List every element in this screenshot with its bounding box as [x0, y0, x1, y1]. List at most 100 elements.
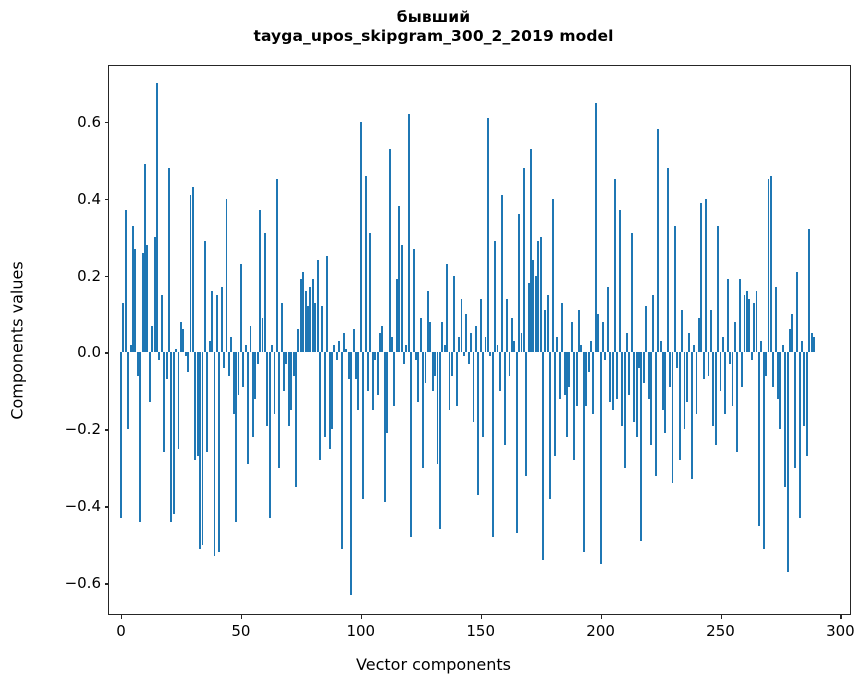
bar	[494, 240, 497, 353]
bar	[144, 164, 146, 353]
bar	[539, 237, 542, 353]
bar	[537, 240, 540, 353]
bar	[395, 279, 398, 353]
bar	[479, 298, 482, 353]
bar	[215, 294, 218, 353]
bar	[450, 352, 453, 376]
bar	[626, 333, 628, 353]
bar	[458, 337, 461, 353]
bar	[127, 352, 130, 430]
chart-title-line-1: бывший	[396, 8, 471, 26]
bar	[544, 310, 547, 353]
bar	[602, 321, 604, 353]
bar	[290, 352, 293, 411]
bar	[618, 210, 621, 353]
bar	[623, 352, 626, 468]
bar	[287, 352, 290, 426]
bar	[767, 179, 770, 353]
bar	[705, 198, 708, 353]
bar	[211, 290, 214, 353]
bar	[486, 117, 489, 353]
bar	[266, 352, 269, 426]
bar	[642, 352, 645, 384]
bar	[227, 352, 230, 376]
bar	[251, 352, 254, 438]
bar	[410, 352, 413, 538]
bar	[172, 352, 175, 514]
bar	[230, 337, 233, 353]
bar	[422, 352, 425, 468]
bar	[134, 248, 137, 353]
bar	[546, 294, 549, 353]
y-tick-label: 0.0	[77, 343, 101, 362]
bar	[520, 333, 523, 353]
bar	[268, 352, 271, 518]
bar	[338, 340, 341, 353]
bar	[558, 352, 561, 399]
bar	[191, 187, 194, 353]
bar	[470, 333, 473, 353]
bar	[745, 290, 748, 353]
bar	[707, 352, 710, 376]
bar	[374, 352, 377, 361]
bar	[702, 352, 705, 380]
bar	[309, 287, 312, 353]
bar	[491, 352, 494, 538]
bar	[379, 333, 381, 353]
bar	[321, 306, 324, 353]
bar	[347, 352, 350, 380]
x-tick-label: 50	[231, 622, 251, 640]
bar	[606, 287, 609, 353]
bar	[563, 352, 566, 395]
bar	[741, 352, 744, 388]
bar	[736, 352, 739, 453]
bar	[657, 129, 660, 353]
bar	[443, 344, 446, 353]
bar	[364, 175, 367, 353]
bar	[803, 352, 806, 426]
bar	[350, 352, 353, 595]
bar	[434, 352, 437, 376]
x-tick-mark	[600, 614, 602, 619]
bar	[194, 352, 197, 461]
bar	[242, 352, 245, 388]
bar	[760, 340, 763, 353]
bar	[532, 260, 535, 353]
bar	[630, 233, 633, 353]
bar	[570, 321, 573, 353]
bar	[774, 287, 777, 353]
bar	[357, 352, 360, 411]
bar	[259, 210, 262, 353]
bar	[297, 329, 300, 353]
bar	[319, 352, 321, 461]
bar	[683, 352, 686, 430]
chart-title-line-2: tayga_upos_skipgram_300_2_2019 model	[253, 26, 614, 45]
bar	[554, 352, 556, 457]
bar	[779, 352, 782, 430]
bar	[304, 290, 307, 353]
bar	[254, 352, 257, 399]
bar	[132, 225, 134, 353]
y-tick-mark	[104, 429, 109, 431]
bar	[717, 225, 720, 353]
bar	[328, 352, 331, 449]
x-axis-label: Vector components	[356, 655, 511, 674]
bar	[122, 302, 125, 353]
bar	[690, 352, 693, 480]
bar	[503, 352, 506, 445]
bar	[167, 167, 170, 353]
y-tick-label: 0.6	[77, 112, 101, 131]
bar	[709, 310, 712, 353]
bar	[645, 306, 648, 353]
bar	[220, 287, 223, 353]
bar	[283, 352, 285, 391]
bar	[201, 352, 204, 545]
bar	[175, 348, 178, 353]
bar	[165, 352, 168, 380]
bar	[697, 317, 700, 353]
bar	[681, 310, 684, 353]
bar	[551, 198, 554, 353]
bar	[659, 340, 662, 353]
bar	[417, 352, 420, 403]
bar	[431, 352, 434, 391]
